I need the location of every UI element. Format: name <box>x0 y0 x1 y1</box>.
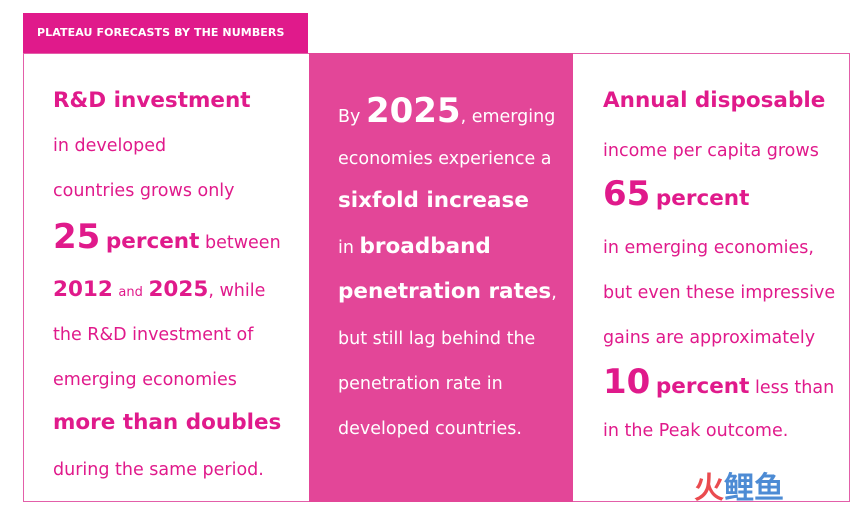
line: 10 percent less than <box>603 365 835 399</box>
line: Annual disposable <box>603 88 825 114</box>
line: R&D investment <box>53 88 251 114</box>
watermark-logo: 火鲤鱼 <box>694 471 784 507</box>
line: 2012 and 2025, while <box>53 277 265 303</box>
text: , <box>551 283 557 303</box>
line: but still lag behind the <box>338 329 536 349</box>
line: countries grows only <box>53 181 235 201</box>
year: 2025 <box>365 91 461 131</box>
section-tab: PLATEAU FORECASTS BY THE NUMBERS <box>23 13 308 53</box>
line: emerging economies <box>53 370 237 390</box>
line: developed countries. <box>338 419 522 439</box>
line: more than doubles <box>53 410 281 436</box>
text: and <box>118 285 143 300</box>
emphasis: sixfold increase <box>338 188 529 213</box>
line: in developed <box>53 136 167 156</box>
year: 2025 <box>148 277 209 302</box>
text: less than <box>754 378 835 398</box>
heading: Annual disposable <box>603 88 826 113</box>
line: income per capita grows <box>603 141 819 161</box>
stat-number: 25 <box>53 217 101 257</box>
text: between <box>204 233 281 253</box>
line: economies experience a <box>338 149 552 169</box>
text: , while <box>208 281 266 301</box>
text: By <box>338 107 361 127</box>
stat-number: 65 <box>603 174 651 214</box>
line: penetration rate in <box>338 374 503 394</box>
emphasis: broadband <box>359 234 491 259</box>
highlight-panel <box>309 53 573 502</box>
line: sixfold increase <box>338 188 529 214</box>
line: but even these impressive <box>603 283 836 303</box>
line: 25 percent between <box>53 220 281 254</box>
year: 2012 <box>53 277 113 302</box>
heading: R&D investment <box>53 88 251 113</box>
stat-unit: percent <box>105 229 200 254</box>
line: in the Peak outcome. <box>603 421 789 441</box>
watermark-char: 火 <box>694 471 724 506</box>
line: in broadband <box>338 234 491 260</box>
line: gains are approximately <box>603 328 816 348</box>
line: 65 percent <box>603 177 749 211</box>
text: , emerging <box>460 107 556 127</box>
stat-unit: percent <box>655 374 750 399</box>
line: in emerging economies, <box>603 238 814 258</box>
text: in <box>338 238 354 258</box>
emphasis: more than doubles <box>53 410 282 435</box>
line: penetration rates, <box>338 279 557 305</box>
emphasis: penetration rates <box>338 279 552 304</box>
line: during the same period. <box>53 460 264 480</box>
stat-unit: percent <box>655 186 750 211</box>
stat-number: 10 <box>603 362 651 402</box>
watermark-char: 鱼 <box>754 471 784 506</box>
watermark-char: 鲤 <box>724 471 754 506</box>
line: the R&D investment of <box>53 325 254 345</box>
line: By 2025, emerging <box>338 94 556 128</box>
